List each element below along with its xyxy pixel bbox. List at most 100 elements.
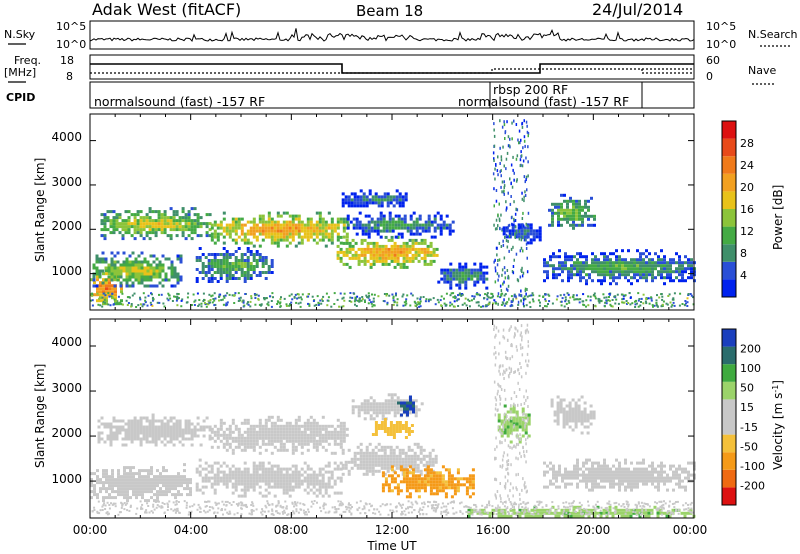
velocity-cell (389, 430, 393, 433)
power-cell (627, 273, 630, 277)
velocity-cell (162, 475, 165, 479)
power-cell (179, 257, 183, 261)
velocity-cell (318, 442, 322, 446)
velocity-cell (135, 484, 138, 488)
velocity-cell (312, 433, 316, 437)
power-cell (354, 241, 358, 245)
power-cell (464, 262, 468, 266)
velocity-cell (291, 439, 295, 443)
power-cell (225, 226, 229, 230)
power-colorbar-tick: 28 (740, 137, 754, 150)
velocity-cell (108, 487, 111, 491)
velocity-cell (303, 461, 307, 465)
power-cell (270, 217, 274, 221)
velocity-cell (225, 482, 229, 486)
velocity-cell (387, 408, 391, 412)
power-cell (470, 268, 474, 272)
power-cell (282, 226, 286, 230)
power-cell (630, 270, 633, 274)
velocity-cell (195, 485, 199, 489)
power-speckle (440, 304, 443, 307)
velocity-cell (273, 430, 277, 434)
power-cell (367, 232, 371, 236)
velocity-cell (303, 476, 307, 480)
velocity-cell (166, 431, 170, 435)
power-cell (339, 259, 343, 263)
power-speckle (547, 303, 549, 305)
power-cell (345, 232, 349, 236)
power-cell (216, 262, 220, 265)
power-cell (609, 267, 612, 271)
velocity-cell (285, 436, 289, 440)
velocity-cell (426, 480, 430, 484)
power-cell (618, 273, 621, 277)
power-speckle (509, 137, 511, 141)
velocity-cell (276, 433, 280, 437)
power-cell (166, 216, 170, 220)
power-speckle (290, 301, 293, 304)
power-cell (645, 273, 648, 277)
power-cell (127, 210, 131, 214)
velocity-cell (312, 479, 316, 483)
power-cell (303, 226, 307, 230)
velocity-cell (297, 485, 301, 489)
velocity-cell (109, 437, 113, 441)
power-cell (588, 273, 591, 277)
power-cell (546, 270, 549, 274)
power-cell (445, 223, 449, 227)
velocity-cell (267, 470, 271, 474)
power-cell (681, 279, 684, 283)
velocity-cell (109, 440, 113, 444)
velocity-cell (383, 448, 387, 452)
power-cell (451, 229, 455, 233)
power-speckle (279, 305, 282, 308)
velocity-cell (414, 414, 418, 418)
velocity-cell (330, 430, 334, 434)
power-speckle (202, 300, 205, 302)
power-cell (306, 229, 310, 233)
power-cell (172, 210, 176, 214)
power-speckle (629, 303, 632, 306)
power-cell (402, 247, 406, 251)
power-cell (113, 272, 117, 276)
power-speckle (494, 177, 496, 181)
velocity-cell (264, 427, 268, 431)
velocity-cell (115, 428, 119, 432)
power-cell (564, 252, 567, 256)
power-cell (96, 275, 99, 279)
velocity-cell (432, 471, 436, 475)
velocity-cell (285, 467, 289, 471)
power-speckle (610, 305, 613, 308)
velocity-cell (225, 476, 229, 480)
velocity-cell (369, 402, 373, 406)
velocity-cell (339, 439, 343, 443)
power-cell (309, 217, 313, 221)
power-speckle (690, 294, 693, 297)
power-speckle (523, 175, 526, 179)
power-cell (359, 204, 363, 208)
power-cell (109, 225, 113, 229)
power-cell (346, 226, 350, 230)
power-cell (161, 269, 165, 273)
power-cell (252, 235, 256, 239)
velocity-cell (444, 492, 448, 496)
velocity-cell (568, 404, 572, 408)
power-cell (642, 264, 645, 268)
power-cell (593, 217, 596, 221)
power-cell (563, 217, 566, 221)
velocity-cell (359, 460, 363, 464)
power-cell (564, 264, 567, 268)
power-cell (176, 275, 180, 279)
power-cell (345, 262, 349, 266)
velocity-cell (273, 436, 277, 440)
power-cell (148, 207, 152, 211)
power-speckle (192, 293, 195, 296)
velocity-cell (196, 428, 200, 432)
velocity-cell (434, 457, 438, 461)
power-cell (157, 225, 161, 229)
power-cell (482, 265, 486, 269)
velocity-cell (186, 493, 189, 497)
velocity-cell (312, 476, 316, 480)
velocity-cell (181, 443, 185, 447)
power-cell (231, 268, 235, 271)
